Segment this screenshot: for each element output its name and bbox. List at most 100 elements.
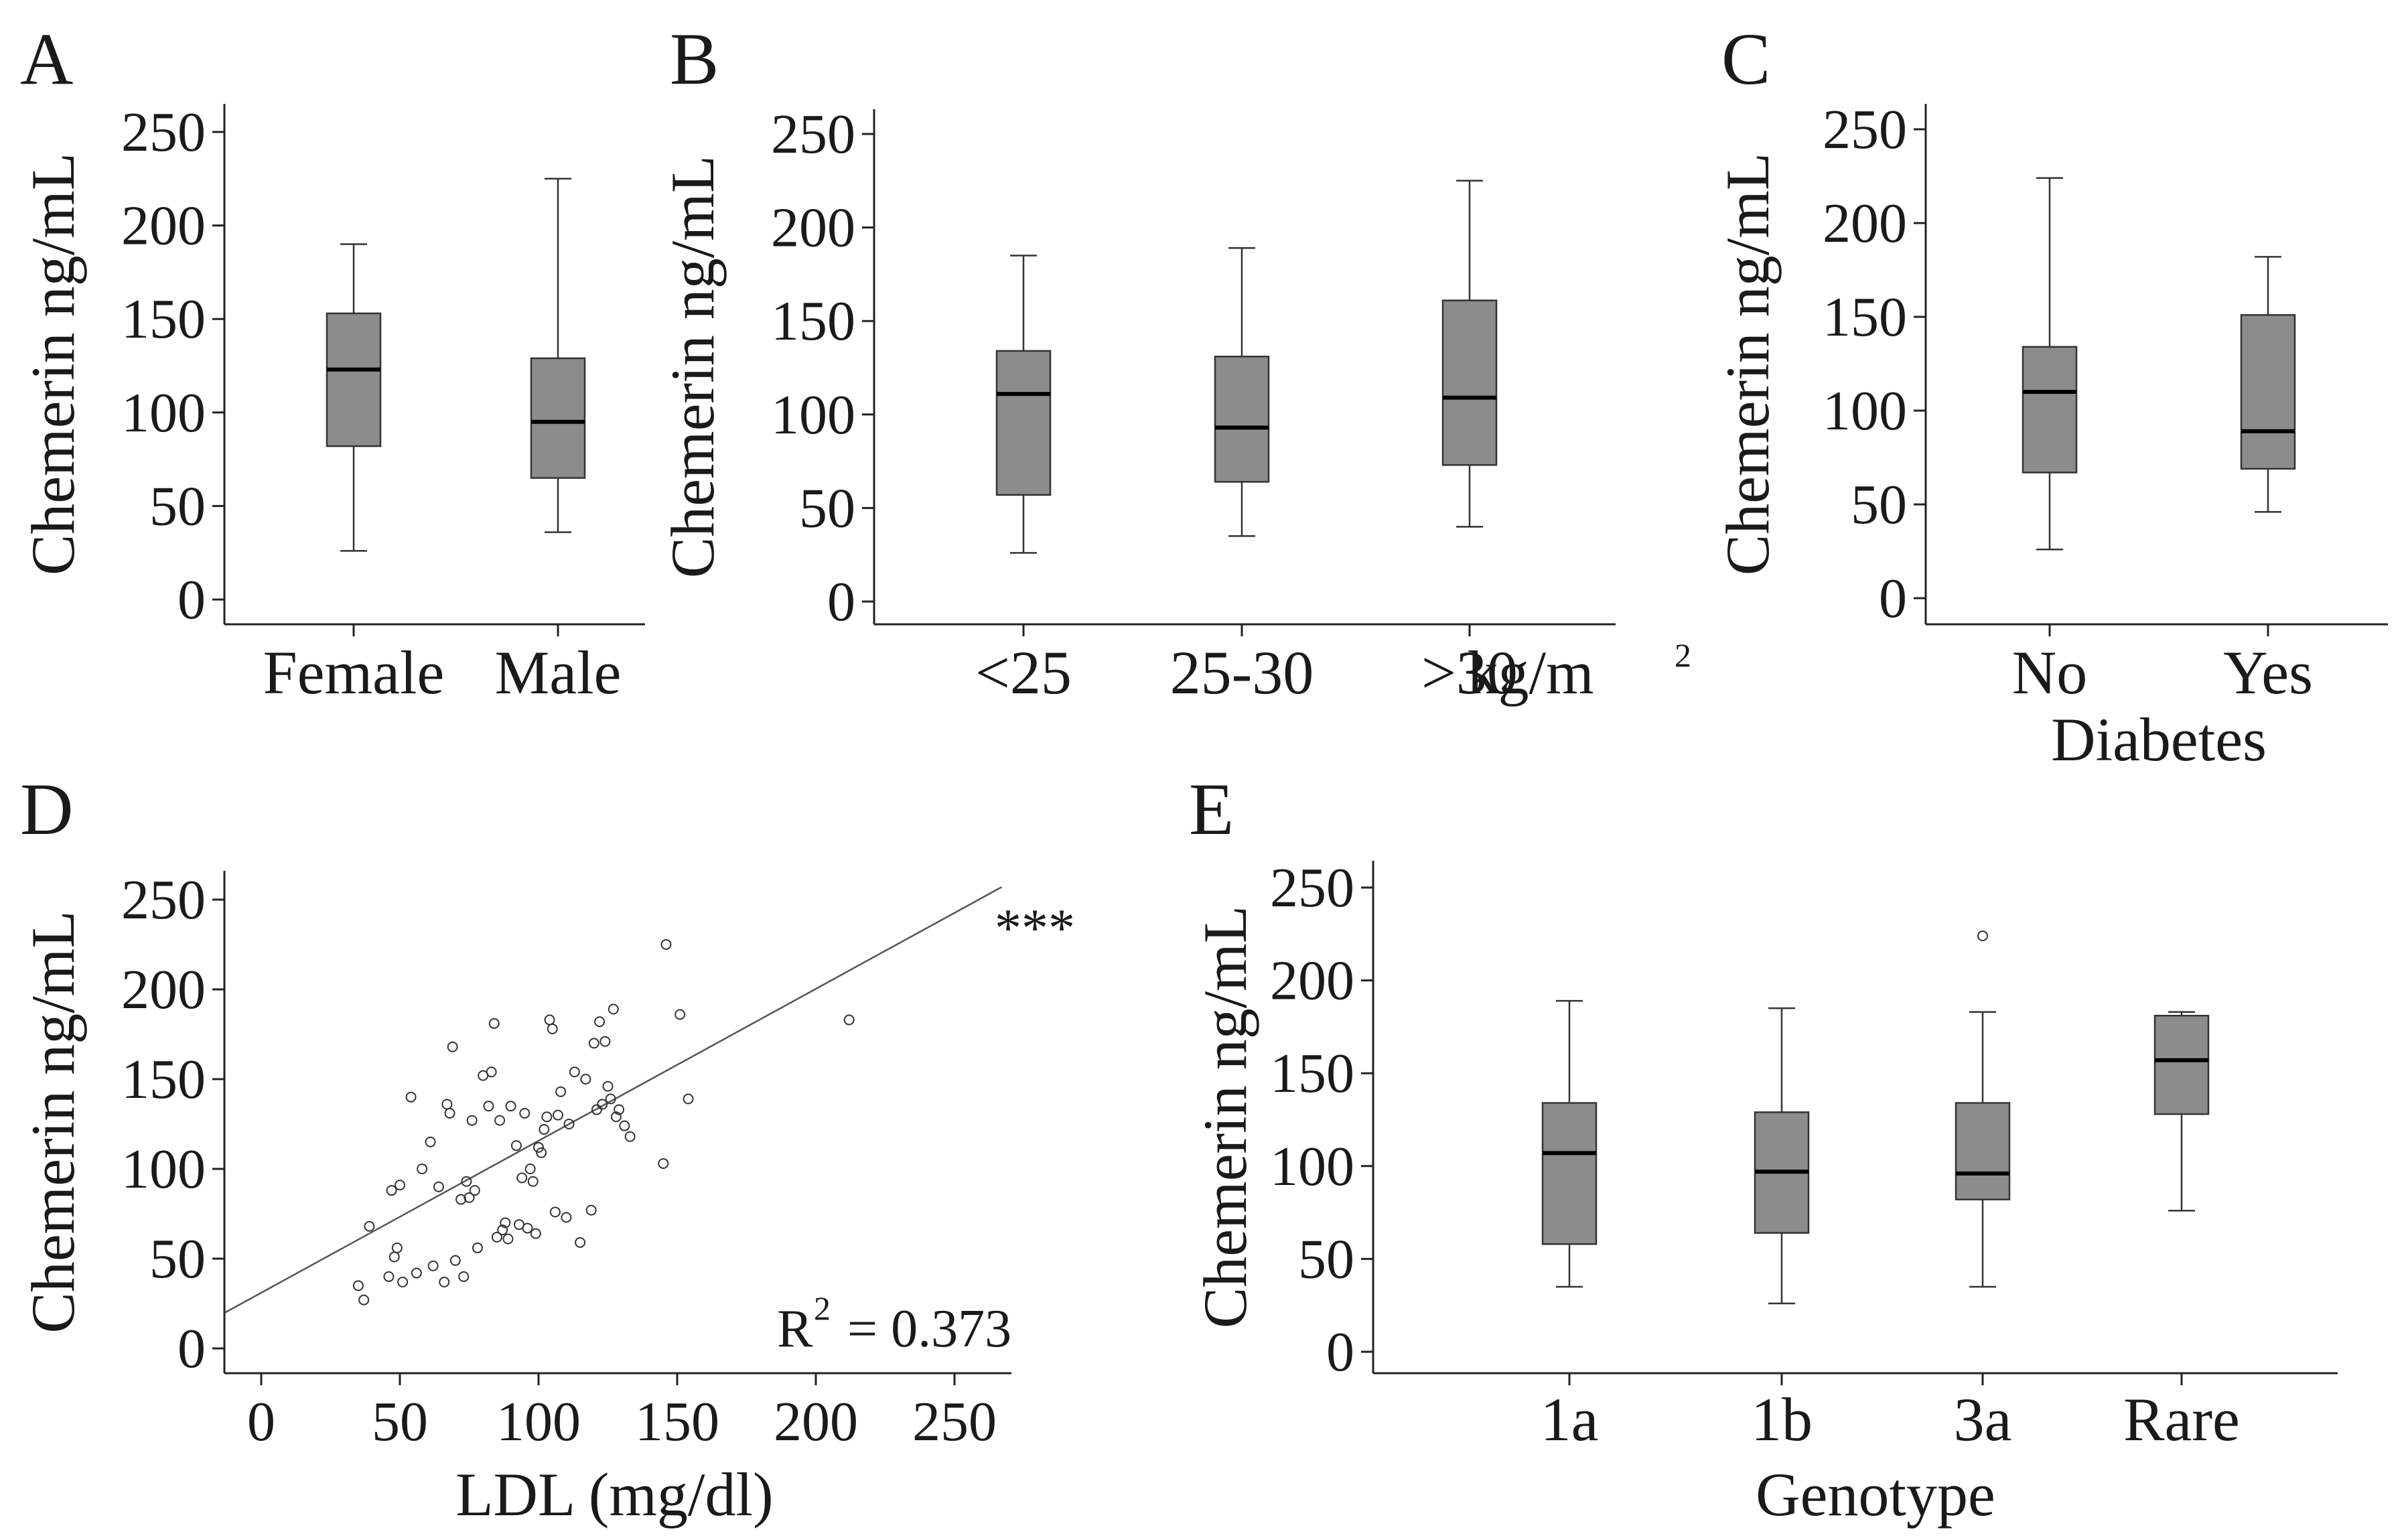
y-tick-label: 50 xyxy=(149,475,206,537)
x-axis-title: Diabetes xyxy=(2051,705,2267,774)
panel-letter: E xyxy=(1189,768,1234,850)
scatter-point xyxy=(458,1271,470,1282)
scatter-point xyxy=(675,1009,686,1020)
iqr-box xyxy=(326,312,382,447)
scatter-point xyxy=(683,1093,694,1105)
y-tick-label: 50 xyxy=(799,477,855,539)
scatter-point xyxy=(547,1023,558,1034)
y-tick-label: 50 xyxy=(1298,1228,1354,1290)
scatter-point xyxy=(464,1192,475,1203)
scatter-point xyxy=(575,1237,586,1248)
y-tick-label: 200 xyxy=(1270,950,1354,1012)
box-1 xyxy=(2022,177,2078,551)
x-tick-label: Female xyxy=(263,638,445,707)
y-tick-label: 100 xyxy=(121,1138,206,1200)
scatter-point xyxy=(599,1036,611,1047)
scatter-point xyxy=(660,939,672,950)
x-tick-label: Yes xyxy=(2223,638,2313,707)
x-tick-label: 1a xyxy=(1541,1385,1599,1454)
iqr-box xyxy=(1541,1102,1598,1245)
y-axis-title: Chemerin ng/mL xyxy=(1191,906,1259,1328)
y-tick-label: 0 xyxy=(827,571,855,633)
y-tick-label: 200 xyxy=(121,195,206,257)
scatter-point xyxy=(386,1185,397,1196)
scatter-point xyxy=(658,1158,669,1169)
panel-a: A 0 50 100 150 200 250 Chemerin ng/mL Female Male xyxy=(19,18,645,707)
scatter-point xyxy=(597,1099,608,1110)
panel-c: C 0 50 100 150 200 250 Chemerin ng/mL No YesDiabe… xyxy=(1713,18,2388,774)
x-tick-label: 25-30 xyxy=(1170,638,1314,707)
scatter-point xyxy=(605,1093,616,1105)
y-tick-label: 100 xyxy=(771,384,855,446)
scatter-point xyxy=(405,1091,417,1103)
y-tick-label: 0 xyxy=(178,569,206,631)
x-tick-label: 1b xyxy=(1751,1385,1813,1454)
scatter-point xyxy=(388,1251,400,1263)
significance-marker: *** xyxy=(995,899,1075,958)
y-tick-label: 50 xyxy=(1851,474,1907,536)
x-tick-label: >30 xyxy=(1421,638,1518,707)
y-tick-label: 250 xyxy=(1823,98,1907,161)
scatter-point xyxy=(472,1242,483,1253)
scatter-point xyxy=(383,1271,395,1282)
scatter-point xyxy=(541,1111,553,1123)
y-tick-label: 0 xyxy=(1879,567,1907,630)
scatter-point xyxy=(614,1104,625,1115)
panel-b: B 0 50 100 150 200 250 Chemerin ng/mL <25 25-30 >3… xyxy=(658,18,1691,707)
scatter-point xyxy=(483,1101,494,1112)
y-tick-label: 250 xyxy=(121,101,206,163)
scatter-point xyxy=(395,1180,405,1191)
scatter-point xyxy=(561,1212,572,1223)
scatter-point xyxy=(447,1041,458,1052)
iqr-box xyxy=(1441,299,1498,466)
y-tick-label: 150 xyxy=(771,290,855,352)
scatter-point xyxy=(580,1074,591,1084)
x-unit-label: kg/m xyxy=(1467,638,1593,707)
scatter-point xyxy=(544,1014,555,1026)
scatter-point xyxy=(619,1120,630,1131)
r2-value: = 0.373 xyxy=(847,1300,1011,1358)
y-tick-label: 0 xyxy=(178,1318,206,1380)
y-tick-label: 250 xyxy=(1270,857,1354,919)
x-tick-label: 250 xyxy=(912,1391,997,1453)
x-tick-label: No xyxy=(2012,638,2087,707)
scatter-point xyxy=(488,1018,500,1029)
scatter-point xyxy=(417,1164,428,1174)
scatter-point xyxy=(533,1141,544,1153)
scatter-point xyxy=(391,1242,403,1253)
iqr-box xyxy=(2153,1015,2210,1115)
x-axis-title: Genotype xyxy=(1756,1460,1995,1529)
scatter-point xyxy=(555,1086,567,1097)
box-3 xyxy=(1955,930,2011,1288)
scatter-point xyxy=(563,1119,575,1129)
scatter-point xyxy=(500,1217,511,1229)
scatter-point xyxy=(608,1003,619,1015)
box-2 xyxy=(530,178,586,533)
box-3 xyxy=(1441,180,1498,528)
x-tick-label: Rare xyxy=(2123,1385,2240,1454)
y-axis-title: Chemerin ng/mL xyxy=(658,155,727,578)
scatter-point xyxy=(552,1109,563,1121)
panel-letter: A xyxy=(20,18,73,100)
x-tick-label: 0 xyxy=(247,1391,275,1453)
scatter-point xyxy=(549,1206,561,1218)
r2-superscript: 2 xyxy=(814,1289,831,1327)
scatter-point xyxy=(585,1204,597,1216)
scatter-point xyxy=(522,1222,533,1234)
y-tick-label: 200 xyxy=(771,197,855,259)
scatter-point xyxy=(602,1080,614,1092)
scatter-point xyxy=(439,1276,450,1287)
iqr-box xyxy=(2240,313,2296,470)
scatter-point xyxy=(461,1176,472,1187)
y-axis-title: Chemerin ng/mL xyxy=(19,910,87,1333)
scatter-point xyxy=(610,1111,622,1123)
scatter-point xyxy=(539,1124,550,1135)
scatter-point xyxy=(352,1280,364,1291)
scatter-point xyxy=(425,1136,436,1147)
y-tick-label: 250 xyxy=(771,103,855,165)
panel-letter: C xyxy=(1721,18,1770,100)
scatter-point xyxy=(494,1115,506,1126)
x-tick-label: 3a xyxy=(1954,1385,2012,1454)
